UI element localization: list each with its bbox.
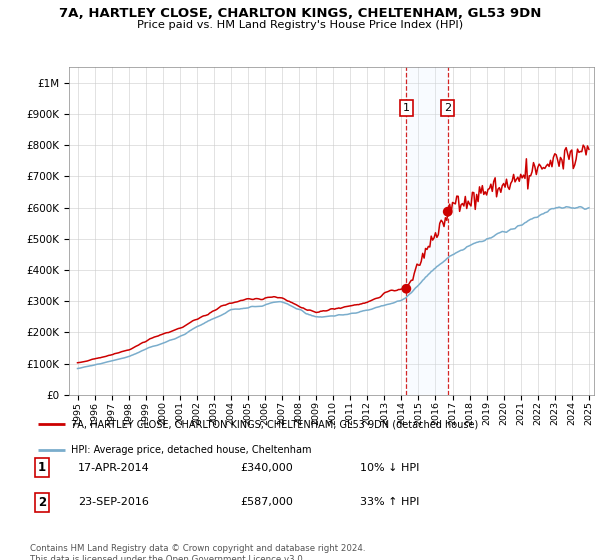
- Text: 1: 1: [38, 461, 46, 474]
- Text: HPI: Average price, detached house, Cheltenham: HPI: Average price, detached house, Chel…: [71, 445, 311, 455]
- Text: 17-APR-2014: 17-APR-2014: [78, 463, 150, 473]
- Text: Price paid vs. HM Land Registry's House Price Index (HPI): Price paid vs. HM Land Registry's House …: [137, 20, 463, 30]
- Bar: [406, 67, 448, 395]
- Text: £587,000: £587,000: [240, 497, 293, 507]
- Text: Contains HM Land Registry data © Crown copyright and database right 2024.
This d: Contains HM Land Registry data © Crown c…: [30, 544, 365, 560]
- Text: 2: 2: [38, 496, 46, 509]
- Text: £340,000: £340,000: [240, 463, 293, 473]
- Text: 33% ↑ HPI: 33% ↑ HPI: [360, 497, 419, 507]
- Point: [401, 284, 411, 293]
- Point: [443, 207, 452, 216]
- Text: 1: 1: [403, 103, 410, 113]
- Text: 2: 2: [444, 103, 451, 113]
- Text: 7A, HARTLEY CLOSE, CHARLTON KINGS, CHELTENHAM, GL53 9DN: 7A, HARTLEY CLOSE, CHARLTON KINGS, CHELT…: [59, 7, 541, 20]
- Text: 7A, HARTLEY CLOSE, CHARLTON KINGS, CHELTENHAM, GL53 9DN (detached house): 7A, HARTLEY CLOSE, CHARLTON KINGS, CHELT…: [71, 419, 478, 430]
- Text: 23-SEP-2016: 23-SEP-2016: [78, 497, 149, 507]
- Text: 10% ↓ HPI: 10% ↓ HPI: [360, 463, 419, 473]
